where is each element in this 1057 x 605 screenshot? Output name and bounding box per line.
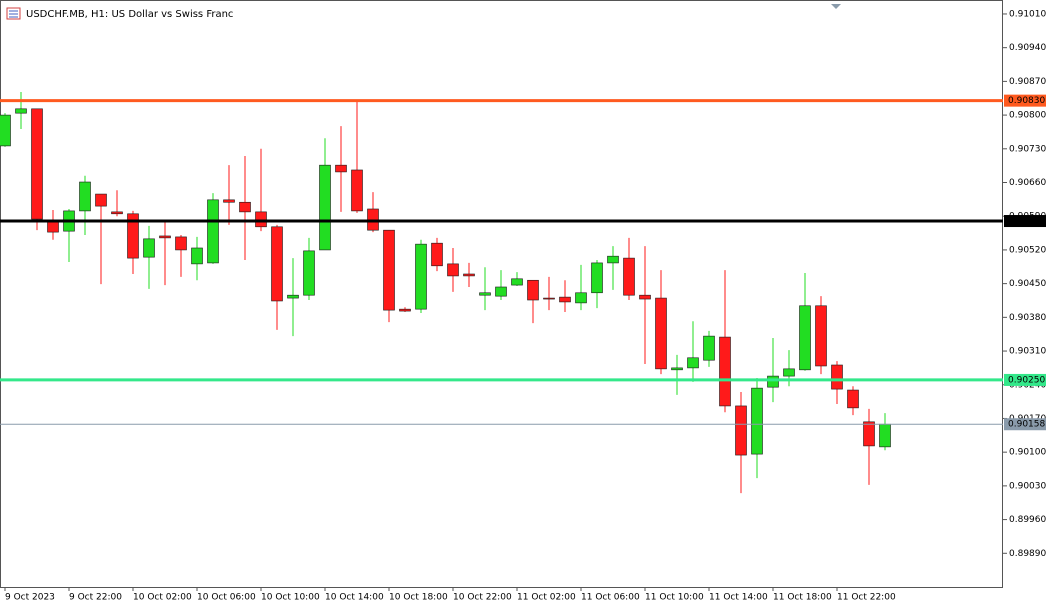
candle-body bbox=[863, 421, 875, 447]
level-label-box bbox=[1004, 94, 1046, 107]
candle-body bbox=[783, 368, 795, 377]
candle-body bbox=[0, 114, 11, 147]
candle-body bbox=[463, 273, 475, 277]
candle-body bbox=[623, 257, 635, 296]
x-tick-label: 10 Oct 14:00 bbox=[325, 593, 384, 603]
x-tick-label: 10 Oct 10:00 bbox=[261, 593, 320, 603]
candle-body bbox=[751, 387, 763, 455]
candle-body bbox=[543, 297, 555, 300]
candle-body bbox=[591, 262, 603, 294]
candle-body bbox=[255, 211, 267, 228]
candle-body bbox=[815, 305, 827, 367]
candle-body bbox=[175, 236, 187, 251]
x-tick-label: 10 Oct 06:00 bbox=[197, 593, 256, 603]
candle-body bbox=[495, 286, 507, 297]
x-tick-label: 10 Oct 18:00 bbox=[389, 593, 448, 603]
x-tick-label: 11 Oct 02:00 bbox=[517, 593, 576, 603]
candle-body bbox=[831, 364, 843, 390]
candle-body bbox=[31, 108, 43, 220]
y-tick-label: 0.90380 bbox=[1009, 313, 1046, 323]
y-tick-label: 0.90800 bbox=[1009, 111, 1046, 121]
level-label-box bbox=[1004, 373, 1046, 386]
candle-body bbox=[303, 250, 315, 296]
candle-body bbox=[335, 164, 347, 173]
level-label: 0.90580 bbox=[1008, 217, 1045, 227]
level-label: 0.90250 bbox=[1008, 375, 1045, 385]
candle-body bbox=[447, 263, 459, 277]
candle-body bbox=[575, 292, 587, 304]
shift-marker bbox=[831, 4, 841, 9]
candle-body bbox=[415, 243, 427, 310]
y-tick-label: 0.90100 bbox=[1009, 448, 1046, 458]
candle-body bbox=[879, 423, 891, 448]
candle-body bbox=[159, 235, 171, 239]
y-tick-label: 0.90030 bbox=[1009, 481, 1046, 491]
candle-body bbox=[527, 279, 539, 301]
candle-body bbox=[511, 278, 523, 286]
chart-icon bbox=[6, 7, 21, 20]
candle-body bbox=[703, 335, 715, 361]
y-tick-label: 0.91010 bbox=[1009, 9, 1046, 19]
x-tick-label: 10 Oct 22:00 bbox=[453, 593, 512, 603]
x-tick-label: 11 Oct 10:00 bbox=[645, 593, 704, 603]
y-tick-label: 0.90940 bbox=[1009, 43, 1046, 53]
candle-body bbox=[223, 199, 235, 203]
candle-body bbox=[767, 375, 779, 388]
level-label-box bbox=[1004, 215, 1046, 228]
level-label: 0.90830 bbox=[1008, 96, 1045, 106]
candle-body bbox=[735, 405, 747, 456]
candle-body bbox=[127, 213, 139, 259]
candle-body bbox=[319, 164, 331, 251]
chart-title: USDCHF.MB, H1: US Dollar vs Swiss Franc bbox=[26, 9, 233, 20]
candle-body bbox=[431, 242, 443, 267]
candle-body bbox=[559, 296, 571, 303]
candle-body bbox=[671, 367, 683, 371]
candle-body bbox=[191, 247, 203, 265]
candle-body bbox=[95, 193, 107, 207]
candle-body bbox=[847, 389, 859, 409]
candle-body bbox=[399, 308, 411, 312]
candle-body bbox=[351, 169, 363, 212]
y-tick-label: 0.90520 bbox=[1009, 245, 1046, 255]
y-tick-label: 0.89890 bbox=[1009, 549, 1046, 559]
candle-body bbox=[383, 229, 395, 311]
candle-body bbox=[639, 294, 651, 300]
candle-body bbox=[271, 226, 283, 302]
candle-body bbox=[15, 108, 27, 114]
y-tick-label: 0.90870 bbox=[1009, 77, 1046, 87]
x-tick-label: 11 Oct 18:00 bbox=[773, 593, 832, 603]
y-tick-label: 0.90730 bbox=[1009, 144, 1046, 154]
candle-body bbox=[655, 297, 667, 370]
candle-body bbox=[143, 238, 155, 258]
candle-body bbox=[79, 181, 91, 212]
candle-body bbox=[239, 201, 251, 213]
candle-body bbox=[47, 220, 59, 233]
candle-body bbox=[719, 336, 731, 407]
candle-body bbox=[207, 199, 219, 264]
candle-body bbox=[607, 255, 619, 264]
candle-body bbox=[287, 294, 299, 299]
level-label-box bbox=[1004, 418, 1046, 431]
x-tick-label: 9 Oct 2023 bbox=[5, 593, 55, 603]
x-tick-label: 11 Oct 06:00 bbox=[581, 593, 640, 603]
x-tick-label: 9 Oct 22:00 bbox=[69, 593, 122, 603]
candle-body bbox=[111, 211, 123, 215]
y-tick-label: 0.90450 bbox=[1009, 279, 1046, 289]
candle-body bbox=[799, 305, 811, 371]
x-tick-label: 11 Oct 22:00 bbox=[837, 593, 896, 603]
level-label: 0.90158 bbox=[1008, 420, 1045, 430]
x-tick-label: 10 Oct 02:00 bbox=[133, 593, 192, 603]
x-tick-label: 11 Oct 14:00 bbox=[709, 593, 768, 603]
y-tick-label: 0.89960 bbox=[1009, 515, 1046, 525]
candle-body bbox=[479, 292, 491, 296]
y-tick-label: 0.90310 bbox=[1009, 347, 1046, 357]
y-tick-label: 0.90660 bbox=[1009, 178, 1046, 188]
candle-body bbox=[687, 357, 699, 369]
